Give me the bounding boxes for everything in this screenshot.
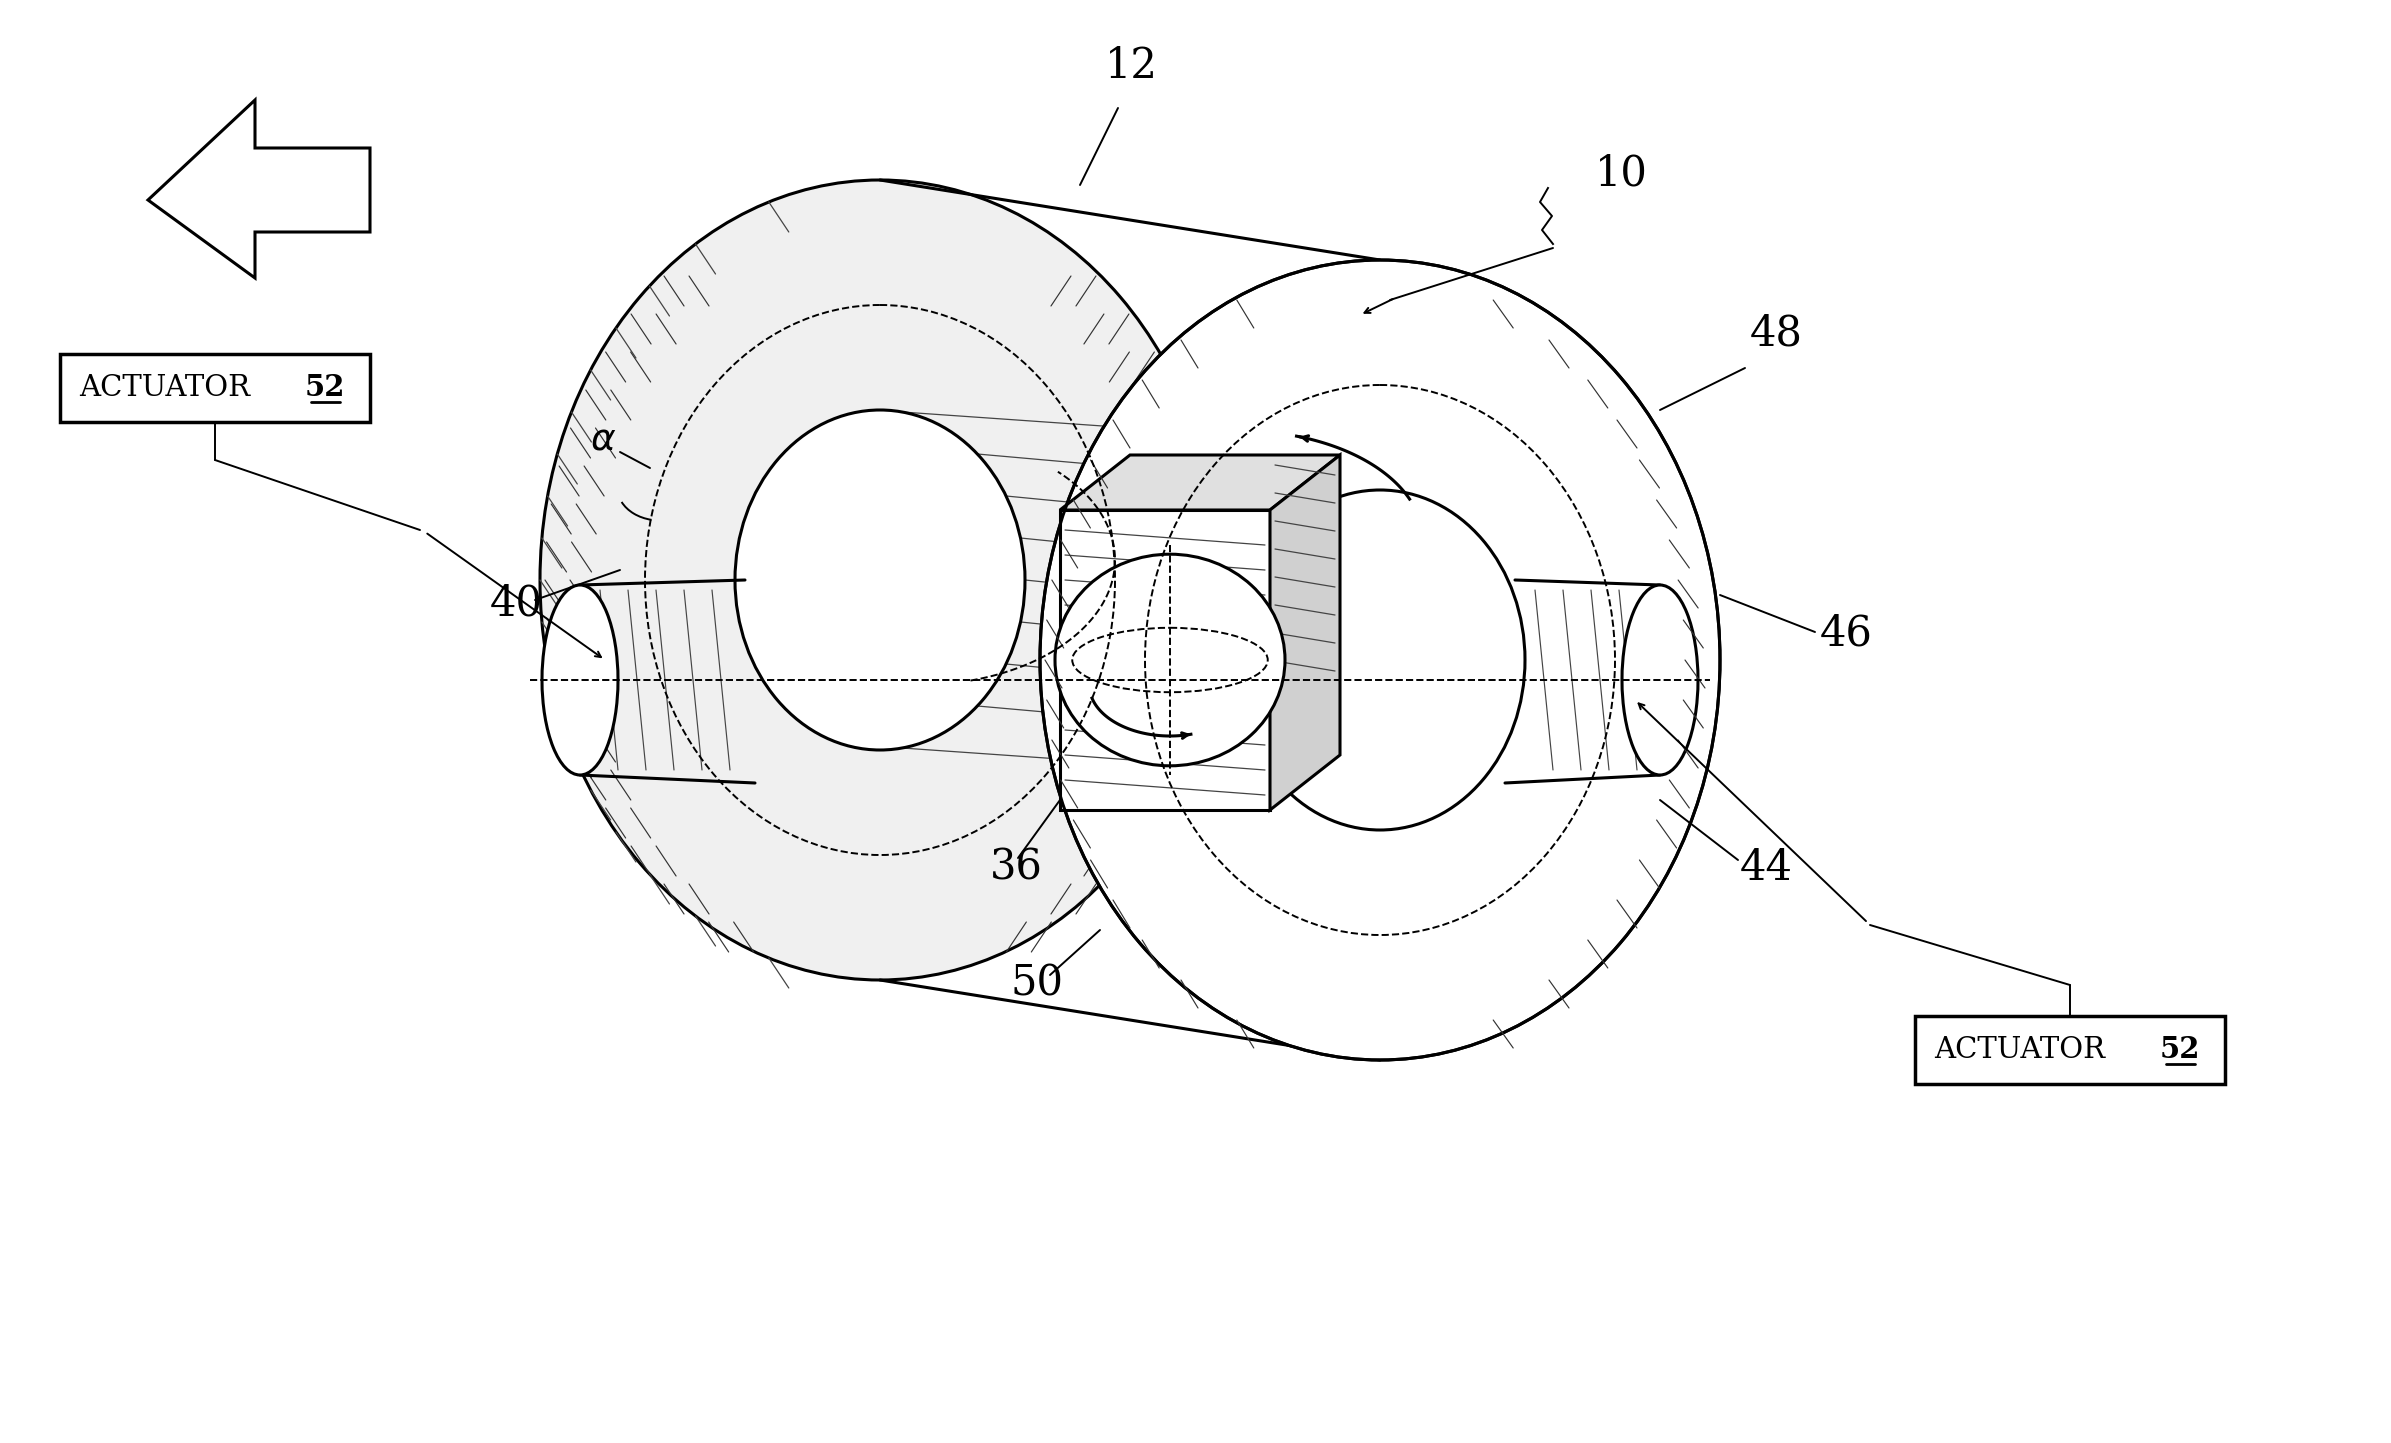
Text: $\alpha$: $\alpha$ bbox=[591, 421, 617, 457]
Ellipse shape bbox=[540, 180, 1219, 980]
Text: 50: 50 bbox=[1009, 962, 1064, 1004]
Ellipse shape bbox=[543, 584, 617, 775]
Text: 10: 10 bbox=[1595, 152, 1647, 193]
Polygon shape bbox=[1059, 509, 1270, 810]
Text: 12: 12 bbox=[1105, 45, 1157, 87]
FancyBboxPatch shape bbox=[60, 354, 371, 421]
Ellipse shape bbox=[734, 410, 1026, 750]
Text: 52: 52 bbox=[304, 374, 344, 403]
Text: ACTUATOR: ACTUATOR bbox=[1934, 1036, 2106, 1063]
Ellipse shape bbox=[1040, 260, 1719, 1061]
Ellipse shape bbox=[1236, 491, 1525, 830]
FancyBboxPatch shape bbox=[1915, 1016, 2226, 1084]
Text: 52: 52 bbox=[2159, 1036, 2200, 1065]
Text: 46: 46 bbox=[1820, 612, 1872, 654]
Polygon shape bbox=[148, 100, 371, 278]
Text: ACTUATOR: ACTUATOR bbox=[79, 374, 251, 403]
Text: 40: 40 bbox=[490, 582, 543, 623]
Ellipse shape bbox=[1621, 584, 1698, 775]
Text: 44: 44 bbox=[1741, 847, 1793, 889]
Polygon shape bbox=[1059, 455, 1339, 509]
Text: 36: 36 bbox=[990, 847, 1042, 889]
Polygon shape bbox=[1270, 455, 1339, 810]
Text: 48: 48 bbox=[1750, 312, 1803, 354]
Ellipse shape bbox=[1054, 554, 1284, 766]
